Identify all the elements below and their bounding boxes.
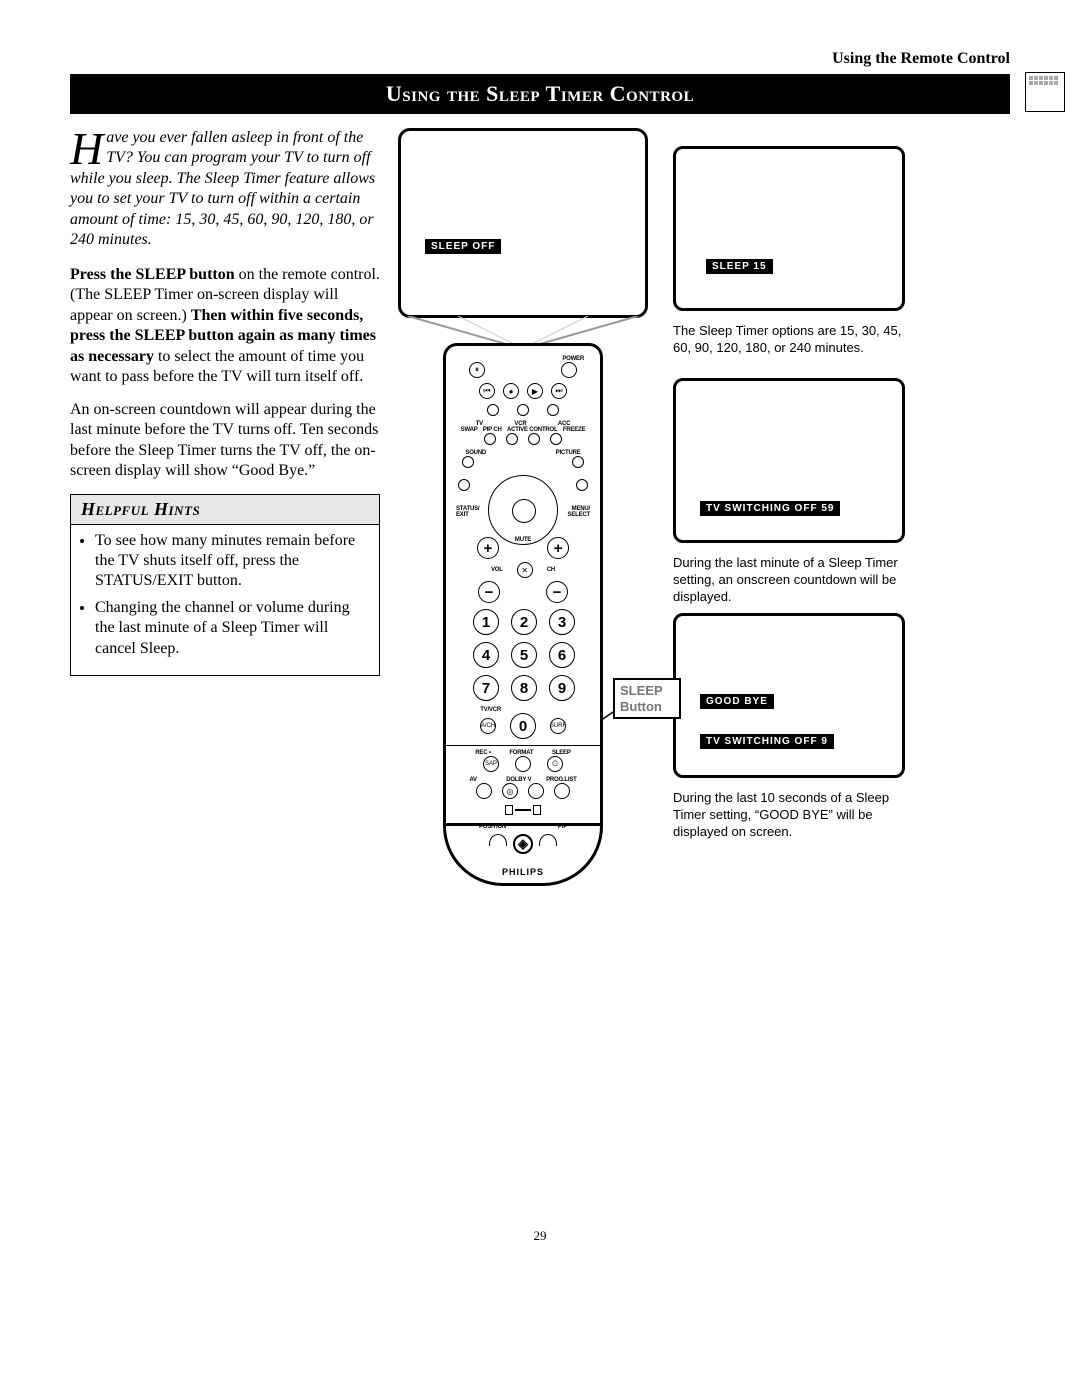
instruction-p2: An on-screen countdown will appear durin… — [70, 400, 380, 482]
label-pipch: PIP CH — [483, 427, 502, 433]
pause-button[interactable]: ⏸ — [469, 362, 485, 378]
caption-options: The Sleep Timer options are 15, 30, 45, … — [673, 323, 908, 357]
picture-button[interactable] — [572, 456, 584, 468]
extra1-button[interactable] — [528, 783, 544, 799]
freeze-button[interactable] — [550, 433, 562, 445]
play-button[interactable]: ▶ — [527, 383, 543, 399]
tv-screen-goodbye: GOOD BYE TV SWITCHING OFF 9 — [673, 613, 905, 778]
remote-base: POSITION PIP ◈ PHILIPS — [443, 826, 603, 886]
pip-on-button[interactable] — [506, 433, 518, 445]
label-av: AV — [469, 777, 477, 783]
helpful-hints-box: Helpful Hints To see how many minutes re… — [70, 494, 380, 677]
label-menu: MENU/ SELECT — [566, 506, 590, 518]
label-vol: VOL — [491, 567, 503, 573]
label-freeze: FREEZE — [563, 427, 585, 433]
ch-down-button[interactable]: − — [546, 581, 568, 603]
num-3-button[interactable]: 3 — [549, 609, 575, 635]
record-button[interactable]: ● — [503, 383, 519, 399]
sleep-button-callout: SLEEP Button — [613, 678, 681, 719]
navigation-pad[interactable] — [488, 475, 558, 545]
label-swap: SWAP — [461, 427, 478, 433]
beam-lines — [398, 316, 648, 346]
proglist-button[interactable] — [554, 783, 570, 799]
av-button[interactable] — [476, 783, 492, 799]
hints-list: To see how many minutes remain before th… — [71, 525, 379, 676]
hint-item: To see how many minutes remain before th… — [95, 531, 369, 592]
page-title-bar: Using the Sleep Timer Control — [70, 74, 1010, 114]
power-button[interactable] — [561, 362, 577, 378]
vol-down-button[interactable]: − — [478, 581, 500, 603]
osd-goodbye: GOOD BYE — [700, 694, 774, 709]
right-column: SLEEP OFF SLEEP 15 The Sleep Timer optio… — [398, 128, 1010, 888]
num-5-button[interactable]: 5 — [511, 642, 537, 668]
dolby-button[interactable]: ◎ — [502, 783, 518, 799]
surf-button[interactable]: SURF — [550, 718, 566, 734]
center-base-button[interactable]: ◈ — [513, 834, 533, 854]
pip-off-button[interactable] — [528, 433, 540, 445]
left-column: Have you ever fallen asleep in front of … — [70, 128, 380, 888]
format-button[interactable] — [515, 756, 531, 772]
osd-switching-59: TV SWITCHING OFF 59 — [700, 501, 840, 516]
position-button[interactable] — [489, 834, 507, 846]
label-status: STATUS/ EXIT — [456, 506, 480, 518]
tv-screen-sleep15: SLEEP 15 — [673, 146, 905, 311]
label-position: POSITION — [479, 824, 506, 830]
caption-goodbye: During the last 10 seconds of a Sleep Ti… — [673, 790, 908, 841]
intro-text: ave you ever fallen asleep in front of t… — [70, 129, 375, 248]
tv-screen-main: SLEEP OFF — [398, 128, 648, 318]
num-6-button[interactable]: 6 — [549, 642, 575, 668]
tv-screen-countdown: TV SWITCHING OFF 59 — [673, 378, 905, 543]
label-power: POWER — [562, 356, 584, 362]
ffwd-button[interactable]: ⏭ — [551, 383, 567, 399]
osd-switching-9: TV SWITCHING OFF 9 — [700, 734, 834, 749]
p1-bold1: Press the SLEEP button — [70, 266, 235, 283]
num-7-button[interactable]: 7 — [473, 675, 499, 701]
ch-up-button[interactable]: + — [547, 537, 569, 559]
number-pad: 1 2 3 4 5 6 7 8 9 — [456, 609, 590, 701]
callout-l1: SLEEP — [620, 683, 674, 699]
instruction-p1: Press the SLEEP button on the remote con… — [70, 265, 380, 388]
num-9-button[interactable]: 9 — [549, 675, 575, 701]
hint-item: Changing the channel or volume during th… — [95, 598, 369, 659]
menu-select-button[interactable] — [576, 479, 588, 491]
sleep-button[interactable]: ⏲ — [547, 756, 563, 772]
num-2-button[interactable]: 2 — [511, 609, 537, 635]
label-tvvcr: TV/VCR — [480, 707, 501, 713]
num-4-button[interactable]: 4 — [473, 642, 499, 668]
vcr-button[interactable] — [517, 404, 529, 416]
page-number: 29 — [70, 1228, 1010, 1244]
dropcap: H — [70, 128, 106, 168]
callout-l2: Button — [620, 699, 674, 715]
caption-countdown: During the last minute of a Sleep Timer … — [673, 555, 908, 606]
rewind-button[interactable]: ⏮ — [479, 383, 495, 399]
sap-button[interactable]: SAP — [483, 756, 499, 772]
section-label: Using the Remote Control — [70, 50, 1010, 68]
num-8-button[interactable]: 8 — [511, 675, 537, 701]
intro-paragraph: Have you ever fallen asleep in front of … — [70, 128, 380, 251]
vol-up-button[interactable]: + — [477, 537, 499, 559]
num-1-button[interactable]: 1 — [473, 609, 499, 635]
brand-label: PHILIPS — [446, 867, 600, 877]
label-ch: CH — [547, 567, 555, 573]
page-title: Using the Sleep Timer Control — [386, 81, 694, 106]
label-rec: REC • — [475, 750, 490, 756]
status-exit-button[interactable] — [458, 479, 470, 491]
ach-button[interactable]: A/CH — [480, 718, 496, 734]
tv-button[interactable] — [487, 404, 499, 416]
osd-sleep-15: SLEEP 15 — [706, 259, 773, 274]
remote-control: POWER ⏸ ⏮ ● ▶ ⏭ — [443, 343, 613, 886]
remote-icon — [1025, 72, 1065, 112]
mute-button[interactable]: ✕ — [517, 562, 533, 578]
pip-button[interactable] — [539, 834, 557, 846]
swap-button[interactable] — [484, 433, 496, 445]
sound-button[interactable] — [462, 456, 474, 468]
num-0-button[interactable]: 0 — [510, 713, 536, 739]
osd-sleep-off: SLEEP OFF — [425, 239, 501, 254]
label-pip: PIP — [558, 824, 567, 830]
acc-button[interactable] — [547, 404, 559, 416]
hints-title: Helpful Hints — [71, 495, 379, 525]
